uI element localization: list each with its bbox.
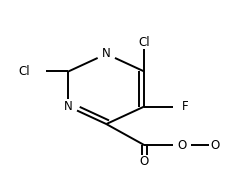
Text: Cl: Cl bbox=[19, 65, 30, 78]
Text: N: N bbox=[101, 48, 110, 61]
Text: O: O bbox=[177, 138, 186, 152]
Text: F: F bbox=[181, 100, 188, 113]
Text: Cl: Cl bbox=[138, 36, 149, 49]
Text: O: O bbox=[139, 155, 148, 168]
Text: O: O bbox=[209, 138, 218, 152]
Text: N: N bbox=[64, 100, 72, 113]
